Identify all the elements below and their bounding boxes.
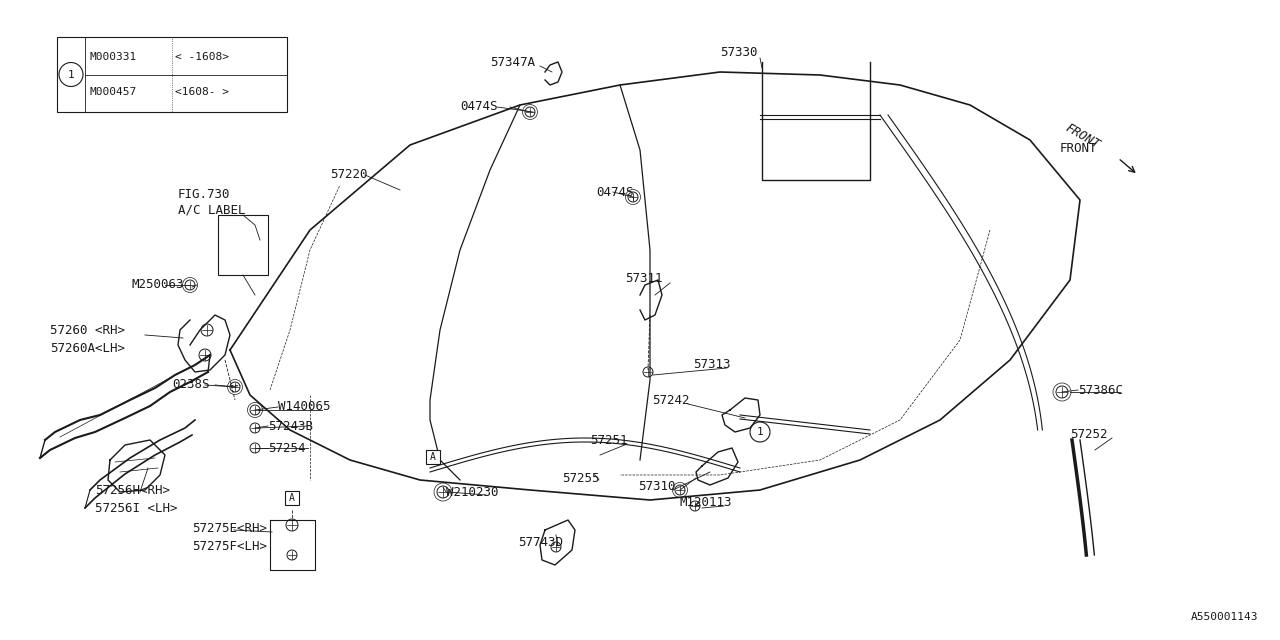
Text: 57220: 57220 — [330, 168, 367, 182]
Text: A550001143: A550001143 — [1190, 612, 1258, 622]
Text: 0474S: 0474S — [460, 100, 498, 113]
Bar — [285, 491, 300, 505]
Text: 57275F<LH>: 57275F<LH> — [192, 540, 268, 552]
Text: <1608- >: <1608- > — [175, 87, 229, 97]
Text: M250063: M250063 — [132, 278, 184, 291]
Text: 57260A<LH>: 57260A<LH> — [50, 342, 125, 355]
Text: 57252: 57252 — [1070, 429, 1107, 442]
Text: 57242: 57242 — [652, 394, 690, 406]
Bar — [218, 215, 268, 275]
Text: M000331: M000331 — [90, 52, 136, 62]
Text: 0474S: 0474S — [596, 186, 634, 198]
Text: A: A — [430, 452, 436, 462]
Text: 57256I <LH>: 57256I <LH> — [95, 502, 178, 515]
Text: 57386C: 57386C — [1078, 383, 1123, 397]
Text: FIG.730: FIG.730 — [178, 189, 230, 202]
Text: 57330: 57330 — [719, 45, 758, 58]
Text: 57313: 57313 — [692, 358, 731, 371]
Text: FRONT: FRONT — [1060, 141, 1097, 154]
Text: 0238S: 0238S — [172, 378, 210, 392]
Text: 1: 1 — [756, 427, 763, 437]
Text: 57260 <RH>: 57260 <RH> — [50, 323, 125, 337]
Text: 57243B: 57243B — [268, 419, 314, 433]
Text: W210230: W210230 — [445, 486, 498, 499]
Text: 57251: 57251 — [590, 433, 627, 447]
Text: 57256H<RH>: 57256H<RH> — [95, 483, 170, 497]
Text: 1: 1 — [68, 70, 74, 79]
Text: 57275E<RH>: 57275E<RH> — [192, 522, 268, 534]
Text: A: A — [289, 493, 294, 503]
Text: 57311: 57311 — [625, 271, 663, 285]
Text: 57743D: 57743D — [518, 536, 563, 550]
Text: FRONT: FRONT — [1062, 121, 1102, 151]
Text: 57254: 57254 — [268, 442, 306, 454]
Text: 57347A: 57347A — [490, 56, 535, 68]
Bar — [426, 450, 440, 464]
Text: A/C LABEL: A/C LABEL — [178, 204, 246, 216]
Text: 57255: 57255 — [562, 472, 599, 484]
Text: M120113: M120113 — [680, 495, 732, 509]
Text: W140065: W140065 — [278, 401, 330, 413]
Text: 57310: 57310 — [637, 481, 676, 493]
Text: < -1608>: < -1608> — [175, 52, 229, 62]
Text: M000457: M000457 — [90, 87, 136, 97]
Bar — [58, 37, 287, 112]
